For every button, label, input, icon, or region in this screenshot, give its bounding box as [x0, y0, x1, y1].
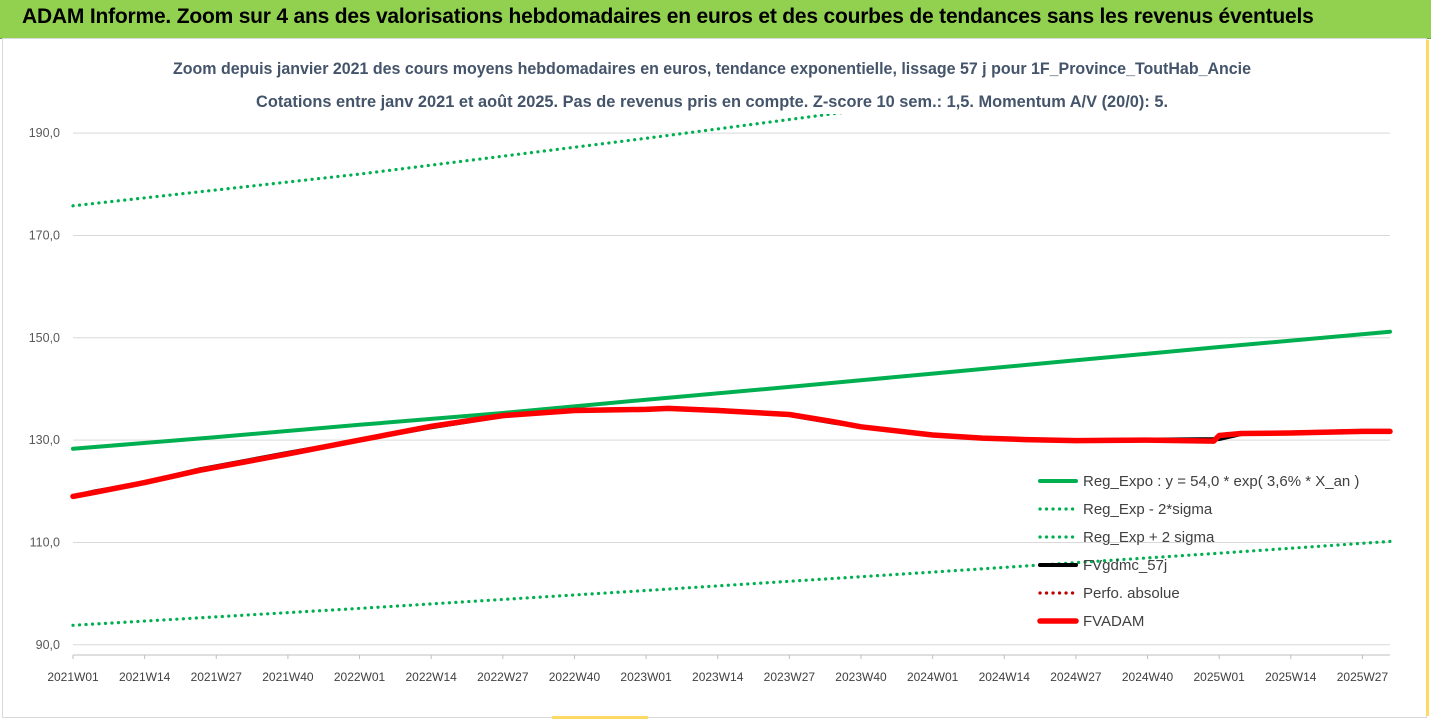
x-tick-label: 2024W40 — [1122, 670, 1174, 684]
y-tick-label: 190,0 — [29, 126, 60, 140]
x-tick-label: 2023W01 — [620, 670, 672, 684]
y-tick-label: 150,0 — [29, 331, 60, 345]
x-tick-label: 2023W27 — [764, 670, 816, 684]
chart-title: Zoom depuis janvier 2021 des cours moyen… — [173, 59, 1251, 78]
series-line-reg-expo-y-54-0-exp-3-6-x-an — [71, 329, 1392, 451]
x-tick-label: 2021W14 — [119, 670, 171, 684]
legend-label-fvadam: FVADAM — [1083, 613, 1144, 630]
x-tick-label: 2025W14 — [1265, 670, 1317, 684]
gridlines — [73, 132, 1390, 646]
x-tick-label: 2024W01 — [907, 670, 959, 684]
x-tick-label: 2025W01 — [1193, 670, 1245, 684]
x-tick-label: 2022W40 — [549, 670, 601, 684]
chart-subtitle: Cotations entre janv 2021 et août 2025. … — [256, 92, 1168, 111]
x-tick-label: 2023W14 — [692, 670, 744, 684]
y-tick-label: 130,0 — [29, 433, 60, 447]
legend-label-perfo-absolue: Perfo. absolue — [1083, 585, 1180, 602]
x-tick-label: 2021W27 — [191, 670, 243, 684]
x-tick-label: 2024W14 — [979, 670, 1031, 684]
x-tick-label: 2022W14 — [405, 670, 457, 684]
x-tick-label: 2022W27 — [477, 670, 529, 684]
x-tick-label: 2021W01 — [47, 670, 99, 684]
series-line-fvadam — [70, 405, 1393, 500]
accent-bar-right — [1426, 40, 1429, 716]
legend-label-fvgdmc-57j: FVgdmc_57j — [1083, 557, 1167, 574]
legend-label-reg-exp-2-sigma: Reg_Exp - 2*sigma — [1083, 501, 1213, 518]
y-tick-label: 170,0 — [29, 228, 60, 242]
x-tick-label: 2021W40 — [262, 670, 314, 684]
report-title: ADAM Informe. Zoom sur 4 ans des valoris… — [22, 5, 1314, 28]
x-tick-label: 2022W01 — [334, 670, 386, 684]
legend: Reg_Expo : y = 54,0 * exp( 3,6% * X_an )… — [1037, 473, 1359, 630]
series-line-reg-exp-2-sigma — [71, 539, 1392, 627]
x-tick-label: 2025W27 — [1337, 670, 1389, 684]
legend-label-reg-exp-2-sigma: Reg_Exp + 2 sigma — [1083, 529, 1215, 546]
x-axis: 2021W01 2021W14 2021W27 2021W40 2022W01 2022W… — [47, 655, 1388, 684]
legend-label-reg-expo-y-54-0-exp-3-6-x-an: Reg_Expo : y = 54,0 * exp( 3,6% * X_an ) — [1083, 473, 1359, 490]
y-tick-label: 110,0 — [30, 535, 60, 549]
report-banner: ADAM Informe. Zoom sur 4 ans des valoris… — [0, 0, 1431, 39]
x-tick-label: 2023W40 — [835, 670, 887, 684]
y-axis: 90,0 110,0 130,0 150,0 170,0 190,0 — [29, 126, 60, 652]
y-tick-label: 90,0 — [36, 638, 60, 652]
accent-bar-bottom — [552, 716, 648, 719]
x-tick-label: 2024W27 — [1050, 670, 1102, 684]
